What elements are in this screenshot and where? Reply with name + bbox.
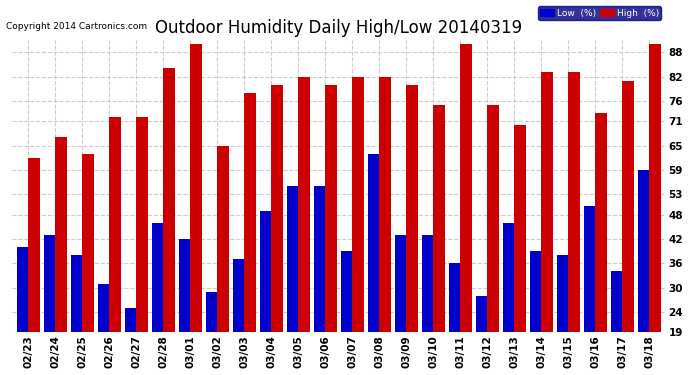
Bar	[326, 85, 337, 375]
Bar	[44, 235, 55, 375]
Bar	[515, 125, 526, 375]
Bar	[299, 76, 310, 375]
Bar	[110, 117, 121, 375]
Bar	[611, 272, 622, 375]
Bar	[260, 210, 271, 375]
Bar	[353, 76, 364, 375]
Bar	[83, 154, 94, 375]
Bar	[569, 72, 580, 375]
Legend: Low  (%), High  (%): Low (%), High (%)	[538, 6, 661, 20]
Text: Copyright 2014 Cartronics.com: Copyright 2014 Cartronics.com	[6, 22, 147, 32]
Bar	[217, 146, 229, 375]
Bar	[137, 117, 148, 375]
Bar	[542, 72, 553, 375]
Bar	[164, 68, 175, 375]
Bar	[125, 308, 137, 375]
Bar	[595, 113, 607, 375]
Bar	[557, 255, 569, 375]
Bar	[449, 263, 460, 375]
Bar	[395, 235, 406, 375]
Bar	[55, 138, 67, 375]
Bar	[98, 284, 110, 375]
Bar	[406, 85, 418, 375]
Bar	[71, 255, 83, 375]
Bar	[649, 44, 661, 375]
Bar	[368, 154, 380, 375]
Bar	[422, 235, 433, 375]
Bar	[28, 158, 40, 375]
Bar	[622, 81, 634, 375]
Bar	[341, 251, 353, 375]
Bar	[271, 85, 283, 375]
Bar	[179, 239, 190, 375]
Bar	[433, 105, 445, 375]
Bar	[17, 247, 28, 375]
Bar	[503, 223, 515, 375]
Bar	[244, 93, 256, 375]
Bar	[314, 186, 326, 375]
Bar	[190, 44, 201, 375]
Bar	[460, 44, 472, 375]
Bar	[530, 251, 542, 375]
Bar	[487, 105, 499, 375]
Bar	[638, 170, 649, 375]
Bar	[233, 259, 244, 375]
Bar	[206, 292, 217, 375]
Title: Outdoor Humidity Daily High/Low 20140319: Outdoor Humidity Daily High/Low 20140319	[155, 19, 522, 37]
Bar	[287, 186, 299, 375]
Bar	[584, 207, 595, 375]
Bar	[380, 76, 391, 375]
Bar	[152, 223, 164, 375]
Bar	[476, 296, 487, 375]
